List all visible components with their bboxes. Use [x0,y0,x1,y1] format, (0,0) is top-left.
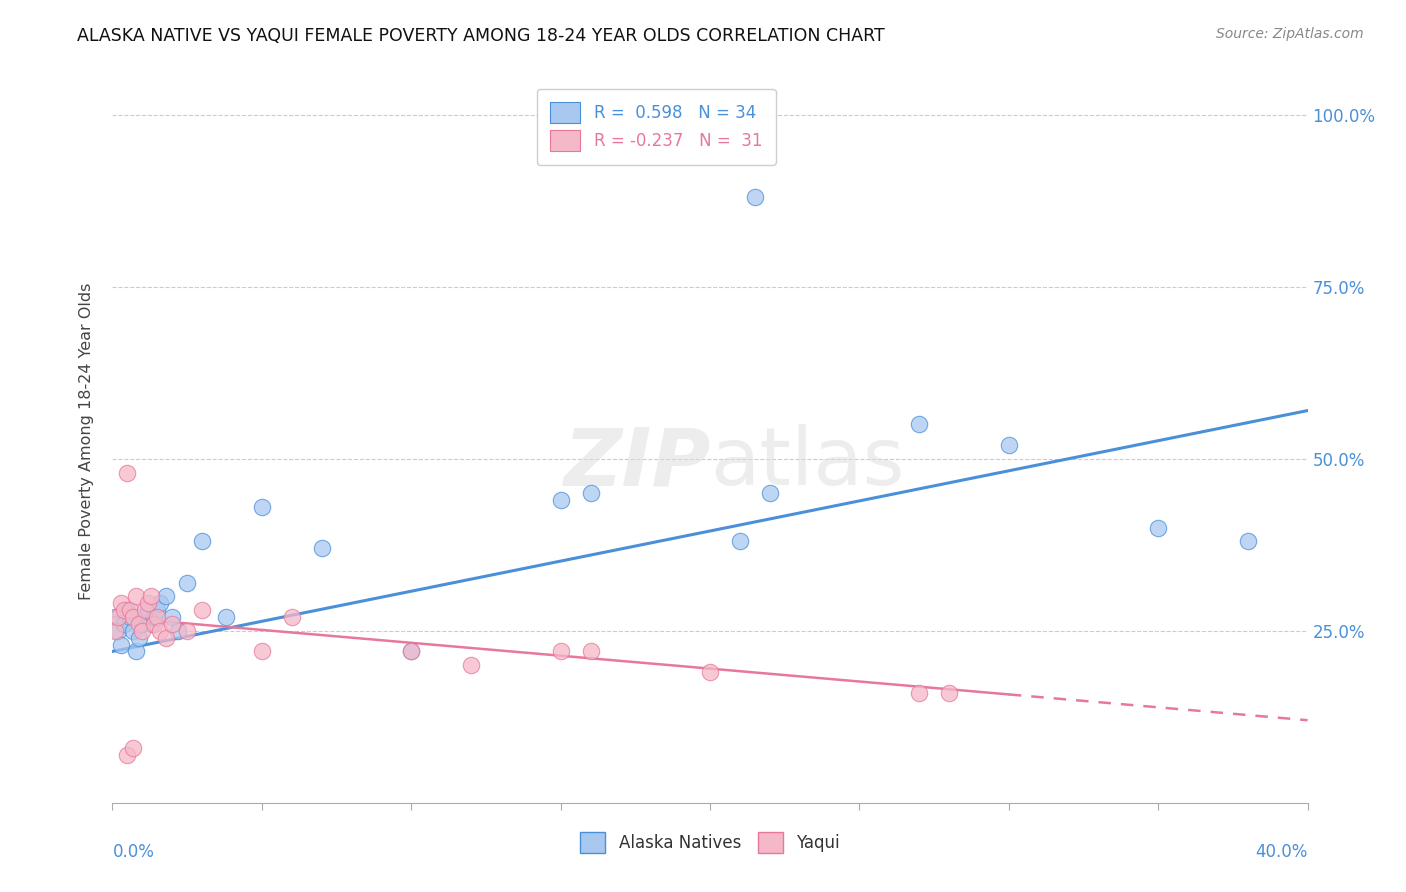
Point [998,438,1021,452]
Point [117,747,139,762]
Point [176,624,198,638]
Point [120,603,142,617]
Point [128,631,150,645]
Point [162,616,183,631]
Point [146,610,169,624]
Point [110,638,132,652]
Point [550,644,572,658]
Text: 40.0%: 40.0% [1256,843,1308,861]
Text: ALASKA NATIVE VS YAQUI FEMALE POVERTY AMONG 18-24 YEAR OLDS CORRELATION CHART: ALASKA NATIVE VS YAQUI FEMALE POVERTY AM… [77,27,886,45]
Point [104,610,127,624]
Point [744,190,766,204]
Point [107,624,129,638]
Point [149,596,172,610]
Text: atlas: atlas [710,425,904,502]
Point [938,686,960,700]
Point [1147,520,1170,534]
Text: ZIP: ZIP [562,425,710,502]
Point [125,644,148,658]
Legend: Alaska Natives, Yaqui: Alaska Natives, Yaqui [574,826,846,860]
Point [141,616,163,631]
Text: Source: ZipAtlas.com: Source: ZipAtlas.com [1216,27,1364,41]
Point [550,493,572,508]
Text: 0.0%: 0.0% [112,843,155,861]
Point [699,665,721,679]
Point [250,500,273,514]
Point [131,624,153,638]
Point [579,486,602,500]
Point [134,610,156,624]
Point [311,541,333,556]
Point [122,740,145,755]
Point [759,486,782,500]
Point [107,610,129,624]
Point [460,658,482,673]
Point [155,631,177,645]
Point [281,610,304,624]
Point [1237,534,1260,549]
Point [143,610,166,624]
Point [167,624,190,638]
Point [146,603,169,617]
Point [155,590,177,604]
Point [104,624,127,638]
Point [579,644,602,658]
Point [143,616,166,631]
Point [114,603,135,617]
Point [728,534,751,549]
Point [138,603,160,617]
Y-axis label: Female Poverty Among 18-24 Year Olds: Female Poverty Among 18-24 Year Olds [79,283,94,600]
Point [250,644,273,658]
Point [125,590,148,604]
Point [141,590,163,604]
Point [117,603,139,617]
Point [138,596,160,610]
Point [122,610,145,624]
Point [401,644,423,658]
Point [908,686,931,700]
Point [134,603,156,617]
Point [128,616,150,631]
Point [401,644,423,658]
Point [908,417,931,432]
Point [162,610,183,624]
Point [149,624,172,638]
Point [117,466,139,480]
Point [122,624,145,638]
Point [176,575,198,590]
Point [191,534,214,549]
Point [110,596,132,610]
Point [191,603,214,617]
Point [120,610,142,624]
Point [131,616,153,631]
Point [215,610,238,624]
Point [114,616,135,631]
